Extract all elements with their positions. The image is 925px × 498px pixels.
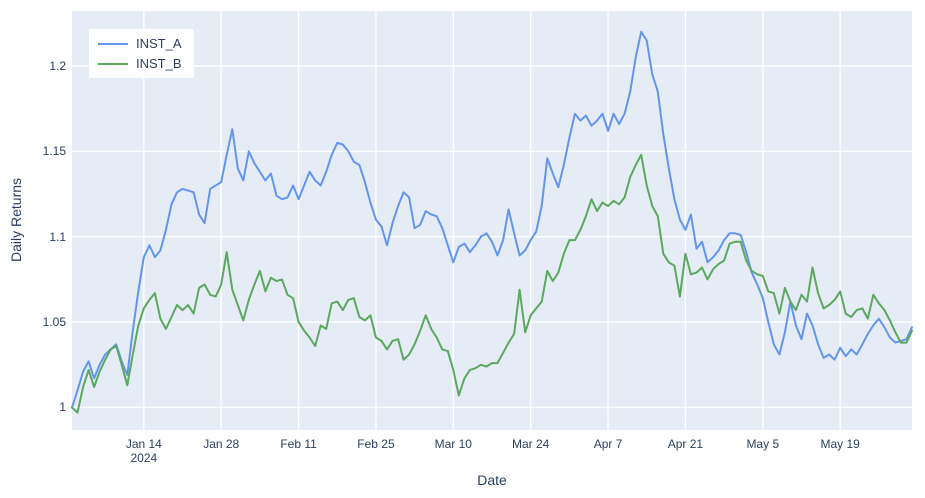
legend-line-swatch — [98, 62, 128, 65]
legend-item-inst_b[interactable]: INST_B — [98, 56, 182, 71]
y-tick-label: 1.2 — [49, 58, 66, 73]
x-tick-label: Feb 25 — [357, 437, 395, 451]
y-tick-label: 1.1 — [49, 229, 66, 244]
x-tick-year-label: 2024 — [130, 451, 158, 465]
x-tick-label: May 5 — [746, 437, 780, 451]
x-tick-label: Jan 14 2024 — [125, 437, 162, 465]
x-tick-label: Jan 28 — [203, 437, 240, 451]
x-axis-title: Date — [477, 472, 507, 488]
inst-a-line — [71, 30, 913, 409]
legend-label: INST_B — [136, 56, 182, 71]
x-tick-label: Mar 24 — [511, 437, 550, 451]
x-tick-label: Feb 11 — [280, 437, 317, 451]
legend-line-swatch — [98, 42, 128, 45]
x-tick-label: Apr 21 — [667, 437, 704, 451]
x-tick-label: Mar 10 — [434, 437, 472, 451]
y-tick-label: 1.05 — [42, 315, 66, 330]
y-tick-label: 1 — [59, 400, 66, 415]
plot-area[interactable] — [72, 11, 912, 430]
x-tick-label: May 19 — [820, 437, 860, 451]
y-axis-title: Daily Returns — [8, 177, 24, 263]
legend-item-inst_a[interactable]: INST_A — [98, 36, 182, 51]
y-tick-label: 1.15 — [42, 144, 66, 159]
x-tick-label: Apr 7 — [593, 437, 623, 451]
legend-label: INST_A — [136, 36, 182, 51]
legend: INST_A INST_B — [89, 29, 194, 78]
inst-b-line — [71, 153, 913, 414]
